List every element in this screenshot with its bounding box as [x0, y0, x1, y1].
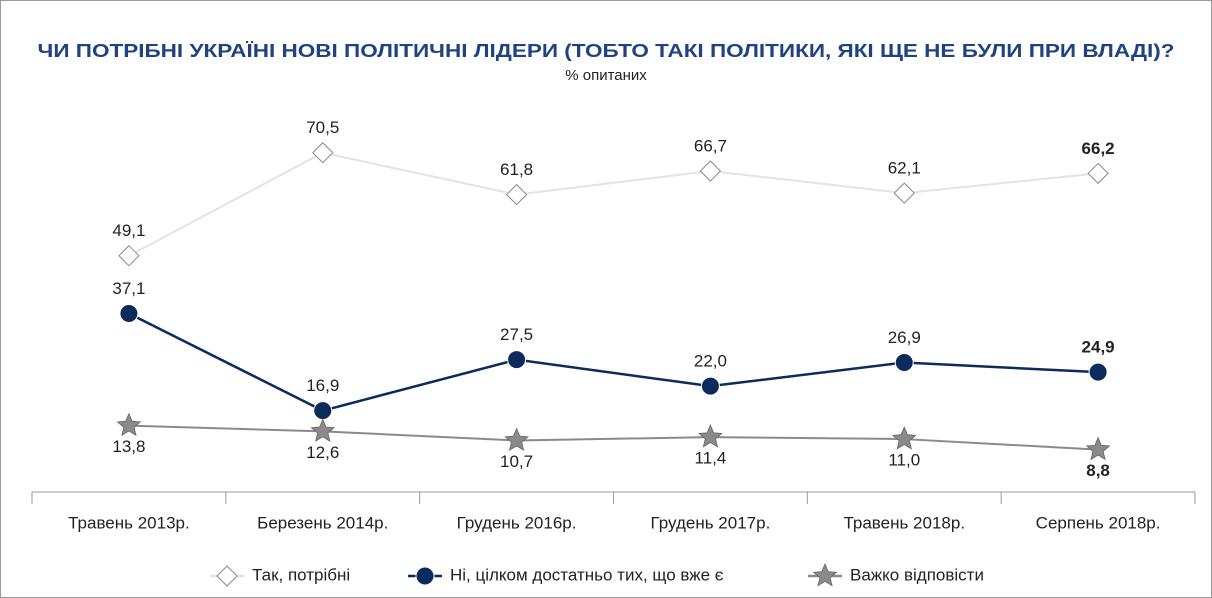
x-tick-label: Березень 2014р.: [257, 513, 388, 532]
data-label: 10,7: [500, 452, 533, 471]
data-label: 11,0: [888, 451, 920, 470]
series-line: [128, 312, 1099, 412]
data-label: 66,2: [1082, 139, 1115, 158]
marker: [505, 183, 528, 206]
chart-subtitle: % опитаних: [565, 67, 647, 84]
data-label: 16,9: [306, 376, 339, 395]
series-line: [128, 151, 1099, 257]
marker: [812, 562, 838, 587]
marker: [698, 424, 723, 448]
marker: [119, 303, 139, 323]
marker: [700, 376, 720, 396]
data-label: 61,8: [500, 160, 533, 179]
marker: [116, 412, 142, 437]
marker: [216, 565, 238, 587]
marker: [891, 426, 917, 450]
data-label: 62,1: [888, 159, 921, 178]
marker: [310, 418, 336, 442]
data-label: 27,5: [500, 325, 533, 344]
marker: [1085, 436, 1111, 461]
marker: [893, 182, 915, 204]
x-tick-label: Серпень 2018р.: [1036, 513, 1161, 532]
data-label: 22,0: [694, 352, 727, 371]
marker: [415, 566, 435, 586]
marker: [699, 160, 722, 182]
data-label: 26,9: [888, 328, 921, 347]
data-label: 11,4: [695, 449, 727, 468]
data-label: 8,8: [1086, 461, 1110, 480]
data-label: 24,9: [1082, 338, 1115, 357]
marker: [504, 427, 529, 452]
series-line: [128, 424, 1099, 451]
legend-label: Так, потрібні: [252, 565, 350, 584]
x-tick-label: Травень 2018р.: [843, 513, 965, 532]
legend-label: Важко відповісти: [850, 565, 984, 584]
chart-title: ЧИ ПОТРІБНІ УКРАЇНІ НОВІ ПОЛІТИЧНІ ЛІДЕР…: [38, 41, 1175, 61]
marker: [118, 244, 140, 267]
legend-label: Ні, цілком достатньо тих, що вже є: [450, 565, 724, 584]
marker: [1087, 162, 1109, 185]
marker: [312, 142, 334, 164]
data-label: 13,8: [112, 437, 145, 456]
data-label: 70,5: [306, 118, 339, 137]
x-tick-label: Грудень 2016р.: [457, 513, 577, 532]
marker: [1088, 362, 1108, 382]
data-label: 12,6: [306, 443, 339, 462]
marker: [507, 350, 527, 370]
marker: [313, 401, 333, 421]
data-label: 66,7: [694, 136, 727, 155]
x-tick-label: Травень 2013р.: [68, 513, 190, 532]
data-label: 49,1: [112, 221, 145, 240]
data-label: 37,1: [112, 279, 145, 298]
marker: [894, 353, 914, 373]
x-tick-label: Грудень 2017р.: [651, 513, 771, 532]
